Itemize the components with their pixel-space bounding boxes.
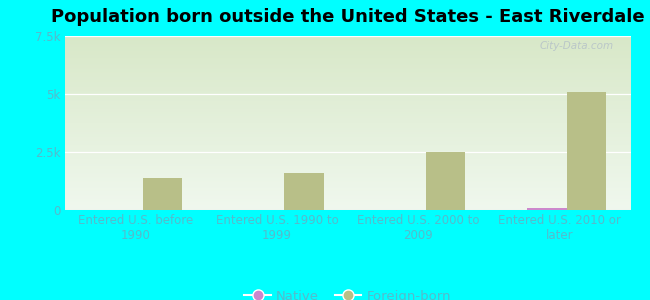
Legend: Native, Foreign-born: Native, Foreign-born: [239, 284, 456, 300]
Bar: [527, 208, 567, 210]
Title: Population born outside the United States - East Riverdale: Population born outside the United State…: [51, 8, 645, 26]
Text: City-Data.com: City-Data.com: [540, 41, 614, 51]
Bar: [284, 173, 324, 210]
Bar: [567, 92, 606, 210]
Bar: [426, 152, 465, 210]
Bar: [143, 178, 183, 210]
